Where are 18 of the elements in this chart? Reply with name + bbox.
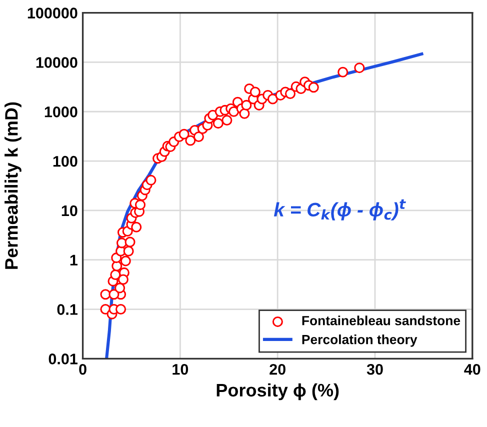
y-axis-title: Permeability k (mD) xyxy=(4,102,22,269)
y-tick-label: 0.01 xyxy=(48,354,78,364)
y-tick-label: 10000 xyxy=(36,57,78,68)
y-tick-label: 10 xyxy=(62,205,78,216)
x-tick-label: 10 xyxy=(172,364,188,375)
legend-label: Percolation theory xyxy=(302,334,418,347)
y-tick-label: 100 xyxy=(53,156,78,167)
x-tick-label: 0 xyxy=(79,364,86,375)
x-axis-title: Porosity ϕ (%) xyxy=(216,383,339,400)
x-tick-label: 30 xyxy=(366,364,383,375)
legend-label: Fontainebleau sandstone xyxy=(302,316,460,326)
x-tick-label: 20 xyxy=(270,364,286,375)
x-tick-label: 40 xyxy=(464,364,480,375)
y-tick-label: 1000 xyxy=(44,106,78,118)
y-tick-label: 1 xyxy=(70,254,78,266)
annotation: k = C$_{k}$(ϕ - ϕ$_{c}$)$^{t}$ xyxy=(274,199,406,220)
y-tick-label: 0.1 xyxy=(57,304,78,315)
y-tick-label: 100000 xyxy=(28,8,78,18)
